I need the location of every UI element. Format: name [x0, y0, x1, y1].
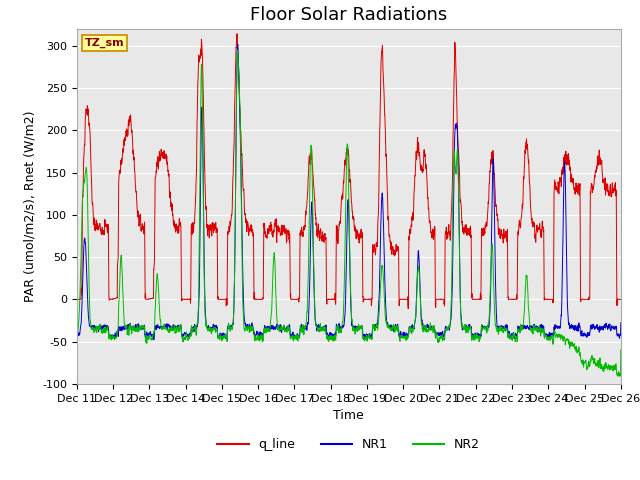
q_line: [548, 297, 556, 302]
NR1: [617, 320, 625, 326]
q_line: [167, 200, 175, 205]
q_line: [305, 154, 313, 159]
NR1: [168, 325, 175, 331]
q_line: [234, 31, 241, 36]
Legend: q_line, NR1, NR2: q_line, NR1, NR2: [212, 433, 485, 456]
NR1: [607, 327, 614, 333]
NR1: [548, 332, 556, 337]
q_line: [282, 229, 289, 235]
Line: NR1: NR1: [77, 45, 621, 340]
NR2: [615, 373, 623, 379]
NR1: [234, 42, 242, 48]
q_line: [617, 297, 625, 302]
X-axis label: Time: Time: [333, 409, 364, 422]
NR2: [617, 347, 625, 353]
q_line: [135, 222, 143, 228]
NR1: [150, 337, 157, 343]
q_line: [607, 182, 614, 188]
NR2: [607, 363, 614, 369]
Text: TZ_sm: TZ_sm: [85, 37, 125, 48]
NR1: [305, 292, 313, 298]
NR2: [167, 328, 175, 334]
q_line: [73, 297, 81, 302]
NR1: [282, 326, 290, 332]
NR2: [234, 47, 241, 53]
NR2: [73, 323, 81, 329]
NR2: [282, 328, 289, 334]
Title: Floor Solar Radiations: Floor Solar Radiations: [250, 6, 447, 24]
NR2: [305, 221, 313, 227]
NR1: [135, 327, 143, 333]
Y-axis label: PAR (umol/m2/s), Rnet (W/m2): PAR (umol/m2/s), Rnet (W/m2): [24, 111, 36, 302]
NR2: [135, 326, 143, 332]
NR1: [73, 319, 81, 324]
q_line: [404, 306, 412, 312]
Line: NR2: NR2: [77, 50, 621, 376]
Line: q_line: q_line: [77, 34, 621, 309]
NR2: [548, 334, 556, 340]
